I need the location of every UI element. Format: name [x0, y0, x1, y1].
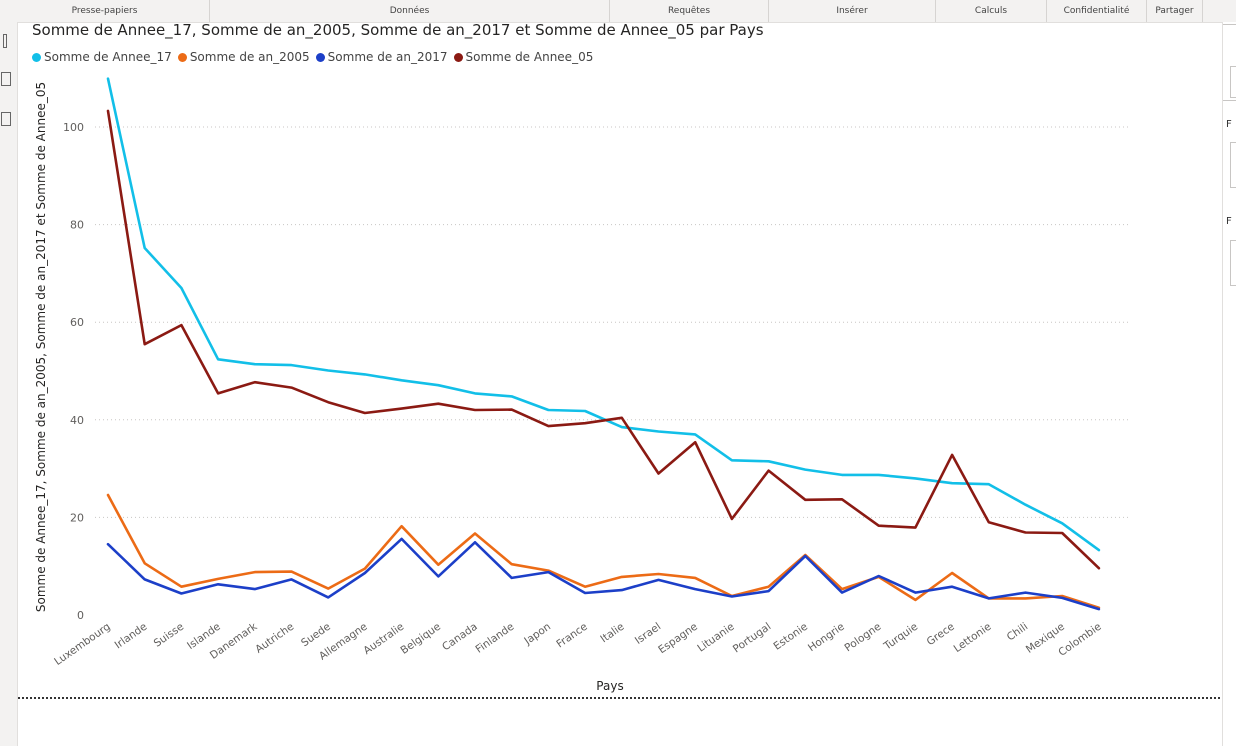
- y-axis-title: Somme de Annee_17, Somme de an_2005, Som…: [34, 82, 48, 612]
- x-tick-label: Autriche: [253, 621, 296, 656]
- x-tick-label: Portugal: [731, 621, 774, 656]
- ribbon-group-label: Données: [389, 6, 430, 16]
- legend-item-annee-05[interactable]: Somme de Annee_05: [453, 50, 594, 64]
- pane-divider: [1223, 24, 1236, 25]
- y-tick-label: 60: [70, 316, 84, 329]
- report-view-icon[interactable]: [3, 34, 7, 48]
- x-tick-label: Lituanie: [695, 621, 736, 655]
- x-tick-label: Italie: [598, 621, 626, 646]
- pane-label: F: [1226, 119, 1232, 130]
- x-tick-label: Danemark: [208, 620, 260, 662]
- x-tick-label: Allemagne: [317, 621, 370, 663]
- x-tick-label: Suisse: [152, 621, 186, 650]
- series-line-3[interactable]: [106, 109, 1101, 570]
- x-tick-label: Hongrie: [806, 621, 847, 655]
- series-line-2[interactable]: [106, 537, 1101, 611]
- x-axis-title: Pays: [596, 679, 623, 693]
- legend-item-an-2017[interactable]: Somme de an_2017: [315, 50, 448, 64]
- x-tick-label: Espagne: [656, 621, 700, 657]
- ribbon-group-label: Presse-papiers: [71, 6, 138, 16]
- ribbon-group-label: Partager: [1155, 6, 1194, 16]
- x-tick-label: Turquie: [881, 621, 920, 653]
- pane-filter-card[interactable]: [1230, 142, 1236, 188]
- y-tick-label: 40: [70, 414, 84, 427]
- legend-swatch: [177, 52, 187, 62]
- ribbon-group-partager[interactable]: Partager: [1147, 0, 1203, 22]
- x-tick-label: Japon: [521, 621, 553, 648]
- data-view-icon[interactable]: [1, 72, 11, 86]
- ribbon-group-label: Calculs: [974, 6, 1008, 16]
- ribbon-group-label: Insérer: [836, 6, 868, 16]
- y-tick-label: 100: [63, 121, 84, 134]
- x-tick-label: Australie: [361, 621, 406, 657]
- ribbon-group-inserer[interactable]: Insérer: [769, 0, 936, 22]
- ribbon-group-donnees[interactable]: Données: [210, 0, 610, 22]
- series-line-1[interactable]: [106, 493, 1101, 610]
- ribbon-group-presse-papiers[interactable]: Presse-papiers: [0, 0, 210, 22]
- legend-label: Somme de Annee_05: [465, 50, 594, 64]
- x-tick-label: Finlande: [474, 621, 517, 656]
- filters-pane: F F: [1222, 22, 1236, 746]
- pane-label: F: [1226, 216, 1232, 227]
- ribbon-group-requetes[interactable]: Requêtes: [610, 0, 769, 22]
- y-tick-label: 20: [70, 511, 84, 524]
- legend-item-an-2005[interactable]: Somme de an_2005: [177, 50, 310, 64]
- chart-title: Somme de Annee_17, Somme de an_2005, Som…: [32, 21, 764, 39]
- x-tick-label: Islande: [185, 621, 223, 652]
- x-tick-label: France: [554, 621, 589, 651]
- chart-legend[interactable]: Somme de Annee_17 Somme de an_2005 Somme…: [32, 50, 599, 64]
- legend-swatch: [315, 52, 325, 62]
- x-tick-label: Belgique: [398, 621, 443, 657]
- pane-filter-card[interactable]: [1230, 240, 1236, 286]
- x-tick-label: Pologne: [843, 621, 884, 655]
- x-tick-label: Suede: [299, 621, 333, 650]
- legend-label: Somme de an_2005: [189, 50, 310, 64]
- pane-search-box[interactable]: [1230, 66, 1236, 98]
- pane-divider: [1223, 100, 1236, 101]
- x-tick-label: Chili: [1005, 621, 1031, 644]
- legend-label: Somme de an_2017: [327, 50, 448, 64]
- visual-bottom-border: [18, 697, 1220, 699]
- legend-swatch: [453, 52, 463, 62]
- x-tick-label: Colombie: [1056, 621, 1103, 659]
- ribbon-group-confidentialite[interactable]: Confidentialité: [1047, 0, 1147, 22]
- ribbon-group-label: Requêtes: [667, 6, 711, 16]
- legend-item-annee-17[interactable]: Somme de Annee_17: [32, 50, 172, 64]
- x-tick-label: Lettonie: [952, 621, 994, 655]
- series-line-0[interactable]: [106, 77, 1101, 552]
- view-rail: [0, 22, 18, 746]
- y-tick-label: 80: [70, 219, 84, 232]
- y-tick-label: 0: [77, 609, 84, 622]
- legend-swatch: [32, 52, 41, 62]
- ribbon-group-label: Confidentialité: [1063, 6, 1130, 16]
- x-tick-label: Luxembourg: [52, 621, 112, 668]
- ribbon-group-calculs[interactable]: Calculs: [936, 0, 1047, 22]
- x-tick-label: Grece: [925, 621, 957, 649]
- x-tick-label: Estonie: [771, 621, 810, 653]
- x-tick-label: Irlande: [113, 621, 150, 652]
- ribbon: Presse-papiers Données Requêtes Insérer …: [0, 0, 1236, 23]
- model-view-icon[interactable]: [1, 112, 11, 126]
- legend-label: Somme de Annee_17: [44, 50, 172, 64]
- x-tick-label: Israel: [633, 621, 663, 647]
- x-tick-label: Canada: [440, 621, 480, 654]
- x-tick-label: Mexique: [1024, 621, 1067, 656]
